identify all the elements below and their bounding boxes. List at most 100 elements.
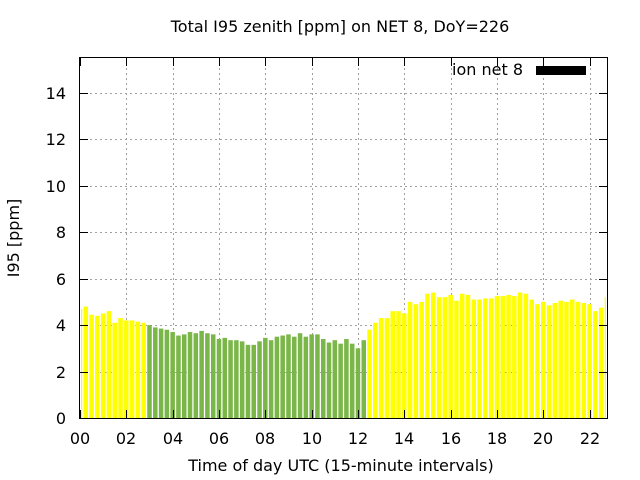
bar: [164, 329, 170, 418]
bar: [436, 297, 442, 418]
bar: [535, 304, 540, 418]
bar: [199, 330, 204, 418]
y-tick-label: 4: [56, 316, 66, 335]
bar: [390, 311, 395, 418]
bar: [338, 343, 343, 418]
bar: [124, 320, 129, 418]
bar: [604, 297, 606, 418]
x-tick-label: 18: [487, 429, 507, 448]
x-tick-label: 20: [533, 429, 553, 448]
plot-frame: [79, 57, 608, 419]
x-tick-label: 10: [302, 429, 322, 448]
bar: [349, 343, 355, 418]
bar: [147, 325, 152, 418]
bar: [546, 305, 552, 418]
bar: [83, 306, 89, 418]
bar: [205, 333, 210, 418]
bar: [558, 300, 563, 418]
bar: [442, 297, 448, 418]
x-tick-label: 16: [441, 429, 461, 448]
bar: [465, 294, 471, 418]
bars: [81, 292, 606, 418]
y-axis-label: I95 [ppm]: [4, 199, 23, 278]
x-tick-label: 00: [70, 429, 90, 448]
bar: [268, 340, 274, 418]
bar: [355, 348, 361, 418]
bar: [512, 296, 517, 418]
bar: [95, 315, 100, 418]
bar: [228, 340, 233, 418]
bar: [187, 332, 193, 418]
bar: [378, 318, 384, 418]
bar: [332, 340, 338, 418]
bar: [129, 320, 135, 418]
bar: [581, 303, 587, 418]
bar: [529, 299, 534, 418]
x-tick-label: 14: [394, 429, 414, 448]
bar: [263, 337, 268, 418]
bar: [297, 333, 303, 418]
bar: [176, 335, 181, 418]
bar: [239, 341, 245, 418]
bar: [419, 301, 424, 418]
bar: [575, 301, 581, 418]
bar: [483, 298, 488, 418]
bar: [494, 296, 500, 418]
bar: [303, 336, 309, 418]
bar: [100, 313, 106, 418]
bar: [541, 301, 546, 418]
bar: [552, 303, 558, 418]
x-tick-label: 12: [348, 429, 368, 448]
bar: [431, 292, 436, 418]
bar: [500, 296, 506, 418]
x-axis-label: Time of day UTC (15-minute intervals): [187, 456, 494, 475]
y-tick-label: 12: [46, 130, 66, 149]
y-tick-label: 10: [46, 177, 66, 196]
y-tick-label: 6: [56, 270, 66, 289]
y-tick-label: 0: [56, 409, 66, 428]
bar: [413, 304, 419, 418]
bar: [326, 342, 332, 418]
bar: [361, 340, 367, 418]
legend-swatch: [536, 66, 586, 75]
bar: [106, 311, 112, 418]
legend: ion net 8: [452, 60, 586, 79]
bar: [81, 308, 83, 418]
bar: [292, 336, 297, 418]
bar: [587, 304, 592, 418]
bar: [448, 294, 453, 418]
bar: [153, 327, 158, 418]
bar: [488, 298, 494, 418]
bar: [286, 334, 291, 418]
x-tick-label: 08: [255, 429, 275, 448]
bar: [135, 321, 141, 418]
bar: [396, 311, 401, 418]
bar: [569, 299, 575, 418]
bar: [158, 328, 164, 418]
bar: [407, 301, 413, 418]
bar: [170, 332, 175, 418]
bar: [598, 307, 604, 418]
bar: [216, 339, 222, 418]
bar: [141, 322, 146, 418]
bar: [309, 334, 314, 418]
x-tick-label: 04: [163, 429, 183, 448]
y-tick-label: 14: [46, 84, 66, 103]
chart-title: Total I95 zenith [ppm] on NET 8, DoY=226: [170, 17, 510, 36]
bar: [274, 336, 280, 418]
bar: [459, 293, 465, 418]
x-tick-label: 06: [209, 429, 229, 448]
bar: [118, 318, 123, 418]
bar: [222, 337, 228, 418]
y-tick-label: 2: [56, 363, 66, 382]
y-tick-label: 8: [56, 223, 66, 242]
bar: [210, 334, 216, 418]
bar: [344, 339, 349, 418]
bar: [564, 301, 569, 418]
bar: [112, 322, 118, 418]
bar: [517, 292, 523, 418]
x-tick-label: 02: [116, 429, 136, 448]
bar: [315, 334, 320, 418]
bar: [471, 299, 477, 418]
